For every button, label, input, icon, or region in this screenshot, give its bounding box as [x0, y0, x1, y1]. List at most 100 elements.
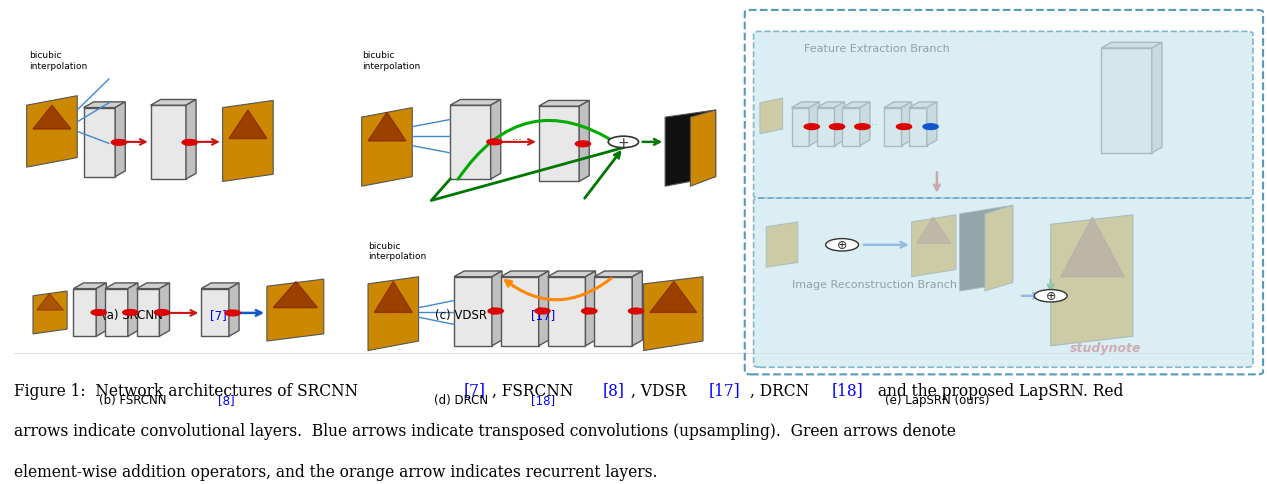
Polygon shape — [760, 99, 783, 135]
Circle shape — [91, 310, 106, 316]
Polygon shape — [223, 101, 274, 182]
Circle shape — [805, 124, 820, 130]
Circle shape — [830, 124, 845, 130]
Polygon shape — [547, 277, 585, 346]
Circle shape — [535, 308, 550, 314]
Polygon shape — [984, 206, 1012, 291]
Polygon shape — [538, 272, 549, 346]
Polygon shape — [644, 277, 703, 351]
Polygon shape — [579, 101, 589, 182]
Polygon shape — [860, 103, 870, 146]
Circle shape — [575, 142, 590, 147]
Polygon shape — [691, 111, 716, 187]
Polygon shape — [1060, 218, 1124, 277]
Polygon shape — [367, 277, 418, 351]
FancyBboxPatch shape — [754, 32, 1253, 199]
Circle shape — [582, 308, 597, 314]
Polygon shape — [374, 282, 412, 313]
Text: (a) SRCNN: (a) SRCNN — [101, 308, 166, 321]
Circle shape — [922, 124, 938, 130]
Polygon shape — [490, 100, 500, 180]
Text: Image Reconstruction Branch: Image Reconstruction Branch — [792, 279, 957, 289]
Polygon shape — [151, 100, 196, 106]
Text: bicubic
interpolation: bicubic interpolation — [367, 242, 426, 261]
Polygon shape — [37, 294, 63, 310]
Polygon shape — [810, 103, 820, 146]
Text: (e) LapSRN (ours): (e) LapSRN (ours) — [884, 393, 990, 407]
Text: +: + — [617, 136, 630, 150]
Text: , VDSR: , VDSR — [631, 382, 692, 399]
Polygon shape — [201, 289, 229, 336]
Polygon shape — [817, 103, 845, 108]
Polygon shape — [27, 96, 77, 168]
Polygon shape — [115, 103, 125, 177]
Polygon shape — [632, 272, 642, 346]
Text: arrows indicate convolutional layers.  Blue arrows indicate transposed convoluti: arrows indicate convolutional layers. Bl… — [14, 422, 955, 439]
Circle shape — [628, 308, 644, 314]
Text: ...: ... — [868, 117, 878, 127]
Polygon shape — [910, 103, 936, 108]
Polygon shape — [201, 283, 239, 289]
Polygon shape — [450, 106, 490, 180]
Polygon shape — [274, 282, 318, 308]
Polygon shape — [151, 106, 186, 180]
Polygon shape — [538, 101, 589, 107]
Polygon shape — [137, 283, 170, 289]
Polygon shape — [792, 103, 820, 108]
Polygon shape — [792, 108, 810, 146]
Polygon shape — [454, 272, 502, 277]
Circle shape — [182, 140, 198, 146]
Text: bicubic
interpolation: bicubic interpolation — [29, 51, 87, 71]
Text: Feature Extraction Branch: Feature Extraction Branch — [805, 44, 950, 54]
Polygon shape — [917, 218, 950, 244]
Text: (b) FSRCNN: (b) FSRCNN — [99, 393, 170, 407]
Circle shape — [826, 239, 859, 252]
Text: [18]: [18] — [832, 382, 864, 399]
Text: [7]: [7] — [210, 308, 227, 321]
Polygon shape — [33, 106, 71, 130]
Polygon shape — [73, 289, 96, 336]
Polygon shape — [105, 289, 128, 336]
Polygon shape — [1101, 49, 1152, 153]
Polygon shape — [229, 283, 239, 336]
Text: and the proposed LapSRN. Red: and the proposed LapSRN. Red — [873, 382, 1124, 399]
Circle shape — [155, 310, 170, 316]
Text: element-wise addition operators, and the orange arrow indicates recurrent layers: element-wise addition operators, and the… — [14, 463, 658, 480]
Polygon shape — [128, 283, 138, 336]
Polygon shape — [84, 108, 115, 177]
Text: Figure 1:  Network architectures of SRCNN: Figure 1: Network architectures of SRCNN — [14, 382, 364, 399]
Polygon shape — [767, 223, 798, 268]
Polygon shape — [585, 272, 595, 346]
Text: ...: ... — [512, 131, 522, 141]
Polygon shape — [73, 283, 106, 289]
Polygon shape — [450, 100, 500, 106]
Circle shape — [897, 124, 912, 130]
Polygon shape — [884, 108, 902, 146]
Circle shape — [488, 308, 503, 314]
Polygon shape — [33, 291, 67, 334]
Polygon shape — [884, 103, 912, 108]
Polygon shape — [902, 103, 912, 146]
Text: , FSRCNN: , FSRCNN — [492, 382, 578, 399]
Polygon shape — [1050, 215, 1133, 346]
Polygon shape — [843, 108, 860, 146]
Text: [8]: [8] — [218, 393, 234, 407]
Polygon shape — [547, 272, 595, 277]
Polygon shape — [229, 111, 267, 139]
Polygon shape — [843, 103, 870, 108]
Polygon shape — [665, 111, 716, 187]
Text: [8]: [8] — [603, 382, 625, 399]
Polygon shape — [500, 272, 549, 277]
Circle shape — [111, 140, 127, 146]
Polygon shape — [160, 283, 170, 336]
Polygon shape — [650, 282, 697, 313]
Polygon shape — [267, 280, 324, 341]
Polygon shape — [454, 277, 492, 346]
Text: studynote: studynote — [1069, 341, 1142, 354]
Text: [17]: [17] — [708, 382, 740, 399]
Polygon shape — [137, 289, 160, 336]
Circle shape — [487, 140, 502, 146]
Polygon shape — [105, 283, 138, 289]
Polygon shape — [817, 108, 835, 146]
Text: , DRCN: , DRCN — [750, 382, 813, 399]
